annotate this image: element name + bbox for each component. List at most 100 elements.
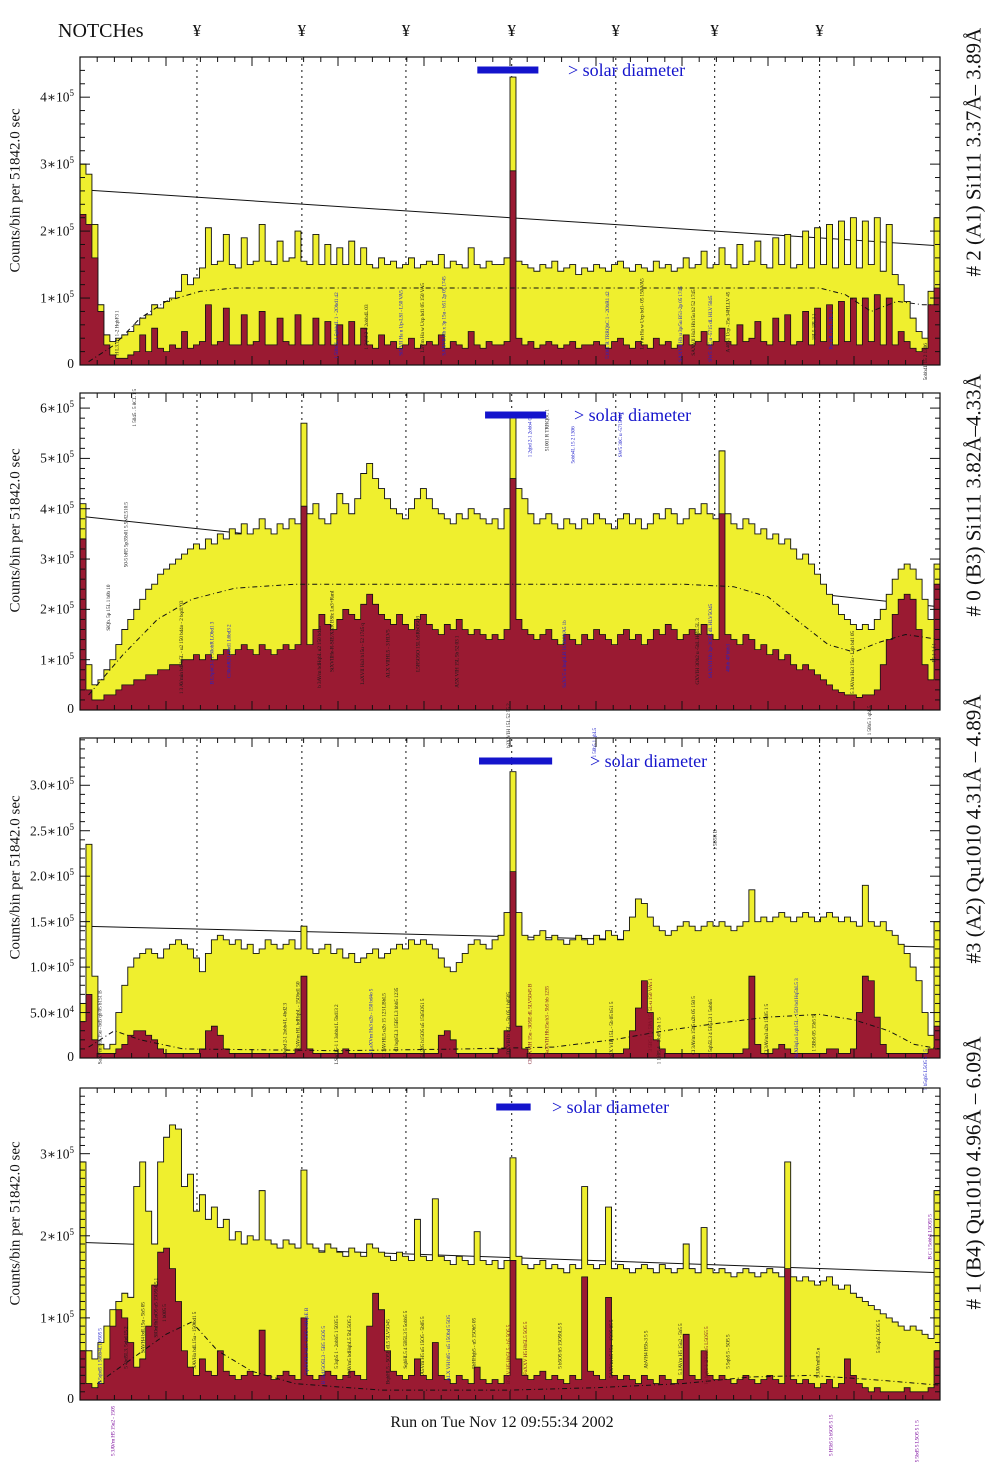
line-annotation: 1 3 AVmin bdHq5L - u2 150 bd4o - 2 bqd1 … [179, 600, 185, 694]
line-annotation: 5 3AVm HL bdHqbL - 15Obd1 50 [295, 981, 301, 1051]
line-annotation: 51001 R TRRQbC 1 [545, 409, 551, 452]
line-annotation: LaVm Ha w Ucp bd1 05 150 VA5 [420, 283, 426, 353]
background-curve [96, 1321, 941, 1391]
y-tick-label: 4∗105 [40, 88, 74, 105]
y-tick-label: 2.5∗105 [29, 821, 74, 839]
line-annotation: 51001 R TRRQbC 1 - 2ObR1 42 [605, 291, 611, 359]
line-annotation: b3X VIH 15L 52 55 2 [506, 703, 512, 748]
line-annotation: L5R5O5O 15L b5RbO5O3 [416, 616, 422, 672]
y-tick-label: 2∗105 [40, 222, 74, 239]
y-tick-label: 0 [67, 701, 74, 716]
line-annotation: 5obb4L 15 2 1306 [571, 426, 577, 464]
y-axis-label-panel4: Counts/bin per 51842.0 sec [7, 1141, 24, 1306]
y-tick-label: 0 [67, 356, 74, 371]
line-annotation: A5X VIH 15L 5b 52 03 1 [454, 635, 460, 688]
y-tick-label: 1.5∗105 [29, 912, 74, 930]
line-annotation: 40bb 4P bbb3 [725, 644, 731, 672]
line-annotation: 5 3AVm H5 15u2 - 5b5 5 [678, 1323, 684, 1375]
line-annotation: SAXVII Hb x 3p 15u - b51 2p 05 1745 [442, 276, 448, 356]
line-annotation: 5 5qb5 5 - 5O5 5 [725, 1334, 731, 1369]
line-annotation: SaXHqLo Lqb15L - 15O bd Hq5bL5 3 [794, 978, 800, 1058]
line-annotation: 1 5045 . 5 8CL 1 5 [132, 389, 138, 427]
notches-label: NOTCHes [58, 20, 144, 42]
line-annotation: 1 1 f05 4 - 1 b05 5b 1 5 [656, 1017, 663, 1064]
line-annotation: SAVH4 bdL15u - 5b5 05 [141, 1302, 147, 1353]
line-annotation: SiXVII Ha u Up-LSI - L50 VA5 [399, 290, 405, 356]
line-annotation: Cl 3AVm3 u2b 15 05 1 5 [764, 1004, 770, 1055]
line-annotation: b 3AVm5 bdHqbL5 5bL5O5 2 [347, 1315, 353, 1378]
line-annotation: 5AXVm b5 15u - 15O5 05 5 [609, 1319, 615, 1378]
line-annotation: 1 b005 5 [162, 1304, 168, 1322]
panel4-title: # 1 (B4) Qu1010 4.96Å – 6.09Å [961, 1036, 986, 1310]
line-annotation: B5XV H5 Hb5L5 - b5 5O5 5 [506, 1324, 512, 1384]
line-annotation: 51 505 b15O5 u5 15b5O51 5 [420, 998, 426, 1058]
line-annotation: AbVH4 H5b-3 5 5 [644, 1330, 650, 1369]
line-annotation: 18L5 1PL3 1 [811, 313, 817, 340]
y-tick-label: 3∗105 [40, 550, 74, 567]
background-curve [88, 583, 941, 696]
line-annotation: 1 5B5R B [712, 829, 718, 850]
line-annotation: 50-5 bR5 5p35b01 5.5M2.510.5 [123, 502, 129, 568]
y-tick-label: 1.0∗105 [29, 958, 74, 975]
y-tick-label: 1∗105 [40, 650, 74, 668]
line-annotation: 5 b5qb5 L5O5 5 1 5 [923, 1049, 929, 1090]
line-annotation: LaVm Ha w Ucp bd1- 05 150 VA5 [639, 278, 645, 350]
y-tick-label: 2∗105 [40, 1226, 74, 1244]
solar-diameter-label-panel3: > solar diameter [590, 751, 708, 771]
line-annotation: A 4051 Ucp -15u 34HLLV 45 [725, 291, 731, 352]
background-curve [88, 287, 940, 363]
panel-1-plot: H L3.1H 1-2 HqbF3 1 1 5045 . 5 8CL 1 5 1 5… [79, 56, 941, 464]
line-annotation: 5qb5O5L3 bL5 15O5 b4HqbE B [304, 1307, 310, 1375]
line-annotation: SW5 30C u -5715 dL [618, 413, 624, 458]
background-curve [88, 1013, 941, 1052]
histogram-subset [79, 871, 941, 1059]
notch-symbol: ¥ [192, 21, 202, 40]
panel1-title: # 2 (A1) Si111 3.37Å– 3.89Å [961, 27, 986, 277]
line-annotation: B 5bd15O5L3 - 5B5 15O5 5 [321, 1326, 327, 1385]
y-tick-label: 3∗105 [40, 1144, 74, 1162]
line-annotation: H L3.1H 1-2 HqbF3 1 [115, 310, 121, 356]
line-annotation: 1 50b5 1 qbL5 [592, 727, 598, 757]
y-tick-label: 6∗105 [40, 399, 74, 416]
notch-symbol: ¥ [815, 21, 824, 40]
line-annotation: B 5qbd5 1 5obb4L L0505 5 [98, 1328, 104, 1385]
line-annotation: 5 3AVm Ha3 15u - Lqb bd1 05 [850, 631, 856, 695]
line-annotation: F5 1 1 f 1 [931, 643, 938, 663]
line-annotation: 5 4bd5L3. 5qbd 15 2 [123, 1326, 129, 1369]
y-tick-label: 5.0∗104 [29, 1003, 74, 1021]
line-annotation: Cl 5qb5L3 4 5B5L3 1 5obb5 [708, 999, 714, 1058]
panel-4-plot: B 5qbd5 1 5obb4L L0505 5 5 3AVm H5 15u2 -… [79, 1087, 941, 1462]
line-annotation: ALX VIIHL5 - 3 HLV5 [386, 629, 392, 678]
line-annotation: 1 50b5 1 qbL5 [867, 705, 873, 735]
solar-diameter-label-panel1: > solar diameter [568, 60, 686, 80]
panel-2-plot: SlQb. 5p 15L 1 b0b 10 50-5 bR5 5p35b01 5.… [79, 392, 941, 758]
line-annotation: DXVIH b 15L - 5b 05 1 b0505 [506, 992, 512, 1055]
line-annotation: 5 H5b5 5 b5O5 5 15 [829, 1414, 835, 1456]
line-annotation: Cl bqb5L3 15B5 L3 bbb5 1235 [394, 987, 400, 1051]
line-annotation: ALX VH b05 - u5 15Obd 5 5O5 [446, 1315, 452, 1382]
line-annotation: LaXVII Ha3 b15u - 52 1745 q [360, 623, 366, 685]
line-annotation: 1 3qbd 2-1 2obb4 L 4bd2 3 [282, 1003, 288, 1058]
line-annotation: SaXV5 u InqbLR 1b ISOVA5 1b [562, 620, 568, 688]
y-tick-label: 3.0∗105 [29, 776, 74, 793]
notch-symbol: ¥ [401, 21, 411, 40]
y-tick-label: 0 [67, 1391, 74, 1406]
panel2-title: # 0 (B3) Si111 3.82Å–4.33Å [961, 374, 986, 617]
line-annotation: b 3AVm bdHqbL u2 150 bd4o [317, 626, 323, 688]
run-timestamp: Run on Tue Nov 12 09:55:34 2002 [390, 1414, 614, 1431]
line-annotation: SqbHL5 4 5B5L3 5 5obb5 5 [403, 1310, 409, 1368]
line-annotation: SAXVII Hb u 3p/5u B51-2p 05 1745 [678, 286, 684, 362]
line-annotation: SaXVIH Hb15u b3 - 5b5 bb 1235 [545, 986, 551, 1055]
y-tick-label: 4∗105 [40, 499, 74, 517]
notch-symbol: ¥ [507, 21, 516, 40]
line-annotation: B LSpbCl-1 1 30obR LObd1 3 [209, 621, 215, 684]
line-annotation: 5 5bd5 5 L5O5 5 1 5 [915, 1420, 921, 1462]
line-annotation: 1 50bCL 1 5pbb4L 1 - 2Obd1 42 [334, 292, 340, 359]
line-annotation: Ru bdL15u L3R3 1 [829, 309, 835, 349]
panel-3-plot: SaXVm bdL15u - bd5 qb 05 b151 B 1 3qbd 2-… [79, 737, 941, 1090]
line-annotation: 5 LaXVm Ha3 u2b - 150 bd4o 5 [368, 988, 374, 1054]
line-annotation: Cl 3AVHL5 u2b 15 123 LBbL5 [381, 993, 387, 1058]
line-annotation: 5 3AVm H5 15u2 - 1505 [110, 1405, 116, 1456]
